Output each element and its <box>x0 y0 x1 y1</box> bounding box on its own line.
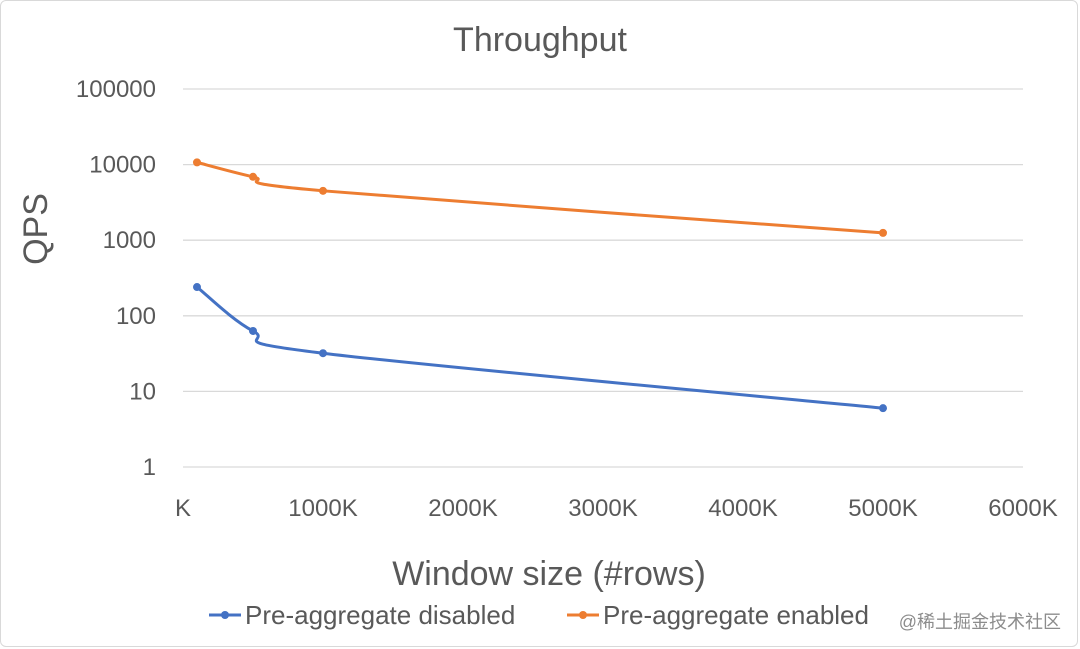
series-lines <box>193 158 887 413</box>
data-point <box>249 326 257 335</box>
x-tick-label: 2000K <box>428 495 497 522</box>
y-tick-labels: 1 10 100 1000 10000 100000 <box>76 76 156 481</box>
x-tick-label: 4000K <box>708 495 777 522</box>
y-tick-label: 100 <box>116 303 156 330</box>
y-tick-label: 100000 <box>76 76 156 103</box>
data-point <box>193 158 201 167</box>
x-tick-label: K <box>175 495 191 522</box>
watermark: @稀土掘金技术社区 <box>899 612 1061 632</box>
chart-title: Throughput <box>453 21 627 59</box>
data-point <box>193 283 201 292</box>
legend: Pre-aggregate disabled Pre-aggregate enab… <box>209 600 869 630</box>
x-tick-label: 5000K <box>848 495 917 522</box>
series-line-disabled <box>196 285 884 410</box>
x-tick-labels: K 1000K 2000K 3000K 4000K 5000K 6000K <box>175 495 1058 522</box>
series-line-enabled <box>196 160 884 235</box>
x-tick-label: 3000K <box>568 495 637 522</box>
legend-label: Pre-aggregate enabled <box>603 600 869 630</box>
y-axis-label: QPS <box>17 193 55 265</box>
y-tick-label: 10000 <box>89 152 156 179</box>
legend-label: Pre-aggregate disabled <box>245 600 515 630</box>
gridlines <box>183 88 1023 468</box>
data-point <box>319 186 327 195</box>
data-point <box>249 172 257 181</box>
x-tick-label: 1000K <box>288 495 357 522</box>
data-point <box>319 349 327 358</box>
y-tick-label: 10 <box>129 378 156 405</box>
data-point <box>879 228 887 237</box>
legend-marker <box>579 611 587 619</box>
y-tick-label: 1000 <box>103 227 156 254</box>
legend-marker <box>221 611 229 619</box>
y-tick-label: 1 <box>143 454 156 481</box>
data-point <box>879 404 887 413</box>
x-axis-label: Window size (#rows) <box>392 555 706 593</box>
x-tick-label: 6000K <box>988 495 1057 522</box>
